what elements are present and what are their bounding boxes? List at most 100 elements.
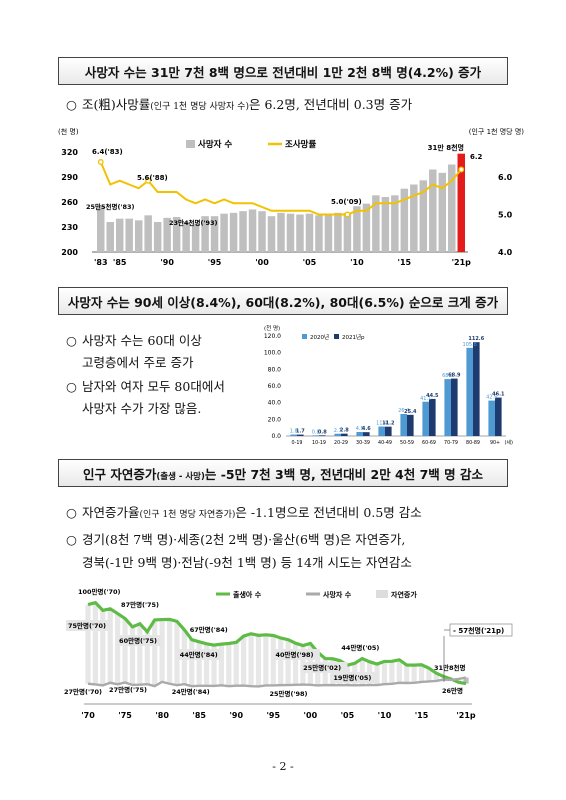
value-label-2020: 1.8 xyxy=(290,429,298,435)
page-number: - 2 - xyxy=(272,760,294,773)
regional-bullet: ○ 경기(8천 7백 명)·세종(2천 2백 명)·울산(6백 명)은 자연증가,… xyxy=(66,532,412,570)
value-label-2020: 68.3 xyxy=(442,373,453,379)
x-tick-label: '95 xyxy=(208,258,222,267)
natural-increase-bar xyxy=(270,635,276,686)
natural-increase-bar xyxy=(203,643,210,686)
births-line xyxy=(87,600,467,686)
deaths-bar xyxy=(381,197,390,252)
deaths-bar xyxy=(191,223,200,252)
x-tick-label: '90 xyxy=(160,258,174,267)
x-tick-label: 60-69 xyxy=(422,440,436,446)
rate-marker xyxy=(97,159,104,165)
natural-increase-bar xyxy=(159,619,165,682)
legend-swatch-2021 xyxy=(334,334,339,339)
bar-2021 xyxy=(341,433,348,436)
value-label-2021: 112.6 xyxy=(468,336,484,342)
legend-swatch-2020 xyxy=(302,334,307,339)
y-tick-label: 0.0 xyxy=(271,433,281,440)
value-label-2021: 1.7 xyxy=(296,429,305,435)
natural-increase-bar xyxy=(285,639,291,686)
y-tick-label: 80.0 xyxy=(268,366,282,373)
annotation-natural-02-box xyxy=(301,662,348,673)
left-tick-label: 200 xyxy=(61,248,78,257)
x-tick-label: '85 xyxy=(113,258,127,267)
value-label-2021: 11.2 xyxy=(382,421,395,427)
natural-increase-bar xyxy=(241,636,247,686)
annotation-births-84: 67만명('84) xyxy=(190,625,228,634)
bar-2020 xyxy=(312,435,319,436)
natural-increase-bar xyxy=(233,642,239,686)
bar-2020 xyxy=(378,426,385,436)
annotation-natural-02: 25만명('02) xyxy=(303,663,341,672)
deaths-bar xyxy=(296,214,304,252)
bar-2021 xyxy=(451,378,458,436)
natural-increase-bar xyxy=(152,619,158,687)
deaths-bar xyxy=(182,222,190,252)
x-tick-label: 10-19 xyxy=(312,440,326,446)
natural-increase-bar xyxy=(107,608,113,683)
legend-swatch-deaths xyxy=(186,140,195,148)
value-label-2020: 26.4 xyxy=(398,408,409,414)
x-tick-label: 80-89 xyxy=(466,440,480,446)
natural-increase-bar xyxy=(115,613,121,685)
x-tick-label: '05 xyxy=(303,258,317,267)
legend-label-2021: 2021년p xyxy=(342,333,365,341)
annotation-deaths-98: 25만명('98) xyxy=(270,689,308,698)
x-tick-label: '10 xyxy=(350,258,364,267)
annotation-rate-09: 5.0('09) xyxy=(331,198,362,206)
bar-2021 xyxy=(473,342,480,436)
value-label-2020: 11.4 xyxy=(376,421,387,427)
value-label-2020: 42.5 xyxy=(486,395,497,401)
deaths-bar xyxy=(201,216,209,252)
section-title-deaths: 사망자 수는 31만 7천 8백 명으로 전년대비 1만 2천 8백 명(4.2… xyxy=(58,57,508,85)
bar-2021 xyxy=(297,434,304,436)
bar-2021 xyxy=(429,398,436,436)
natural-increase-bar xyxy=(418,664,425,682)
age-bullet-2: ○ 남자와 여자 모두 80대에서 사망자 수가 가장 많음. xyxy=(66,379,225,416)
deaths-bar xyxy=(97,206,105,252)
natural-increase-bar xyxy=(85,604,91,684)
deaths-bar xyxy=(106,222,114,252)
legend-label-deaths: 사망자 수 xyxy=(198,139,232,150)
unit-label: (천 명) xyxy=(264,324,280,332)
deaths-bar xyxy=(419,180,428,252)
natural-increase-bar xyxy=(404,665,410,684)
natural-increase-bar xyxy=(144,631,150,685)
section-title-age: 사망자 수는 90세 이상(8.4%), 60대(8.2%), 80대(6.5%… xyxy=(58,287,508,315)
left-tick-label: 260 xyxy=(61,198,78,207)
natural-increase-bar xyxy=(389,661,395,684)
legend-swatch-natural xyxy=(376,590,388,598)
bar-2020 xyxy=(422,401,429,436)
natural-increase-bar xyxy=(196,641,202,686)
value-label-2021: 2.8 xyxy=(340,428,349,434)
annotation-deaths-93: 23만4천명('93) xyxy=(169,218,218,227)
natural-rate-bullet: ○ 자연증가율(인구 1천 명당 자연증가)은 -1.1명으로 전년대비 0.5명… xyxy=(66,505,422,520)
x-tick-label: '95 xyxy=(266,711,280,720)
deaths-bar xyxy=(334,212,342,252)
natural-increase-bar xyxy=(100,610,106,686)
deaths-bar xyxy=(305,213,314,252)
deaths-bar xyxy=(315,215,323,252)
deaths-bar xyxy=(267,216,276,252)
natural-increase-bar xyxy=(211,645,217,686)
x-tick-label: 90+ xyxy=(490,440,500,446)
x-tick-label: '15 xyxy=(415,711,429,720)
deaths-bar xyxy=(153,222,162,252)
x-tick-label: '70 xyxy=(81,711,95,720)
natural-increase-bar xyxy=(137,623,143,685)
annotation-rate-88: 5.6('88) xyxy=(137,174,168,182)
annotation-deaths-84: 24만명('84) xyxy=(172,687,210,696)
right-axis-unit: (인구 1천 명당 명) xyxy=(469,127,524,136)
x-unit-label: (세) xyxy=(504,439,513,446)
deaths-bar xyxy=(391,195,399,252)
deaths-bar xyxy=(400,188,409,252)
natural-increase-bar xyxy=(411,665,417,683)
bar-2020 xyxy=(290,434,297,436)
value-label-2020: 41.1 xyxy=(420,396,431,402)
section-title-age-text: 사망자 수는 90세 이상(8.4%), 60대(8.2%), 80대(6.5%… xyxy=(67,294,499,310)
natural-increase-bar xyxy=(226,643,232,687)
deaths-line xyxy=(87,676,467,688)
section-title-natural-text: 인구 자연증가(출생 - 사망)는 -5만 7천 3백 명, 전년대비 2만 4… xyxy=(83,466,483,482)
x-tick-label: '83 xyxy=(94,258,108,267)
age-bullet-1: ○ 사망자 수는 60대 이상 고령층에서 주로 증가 xyxy=(66,333,202,370)
